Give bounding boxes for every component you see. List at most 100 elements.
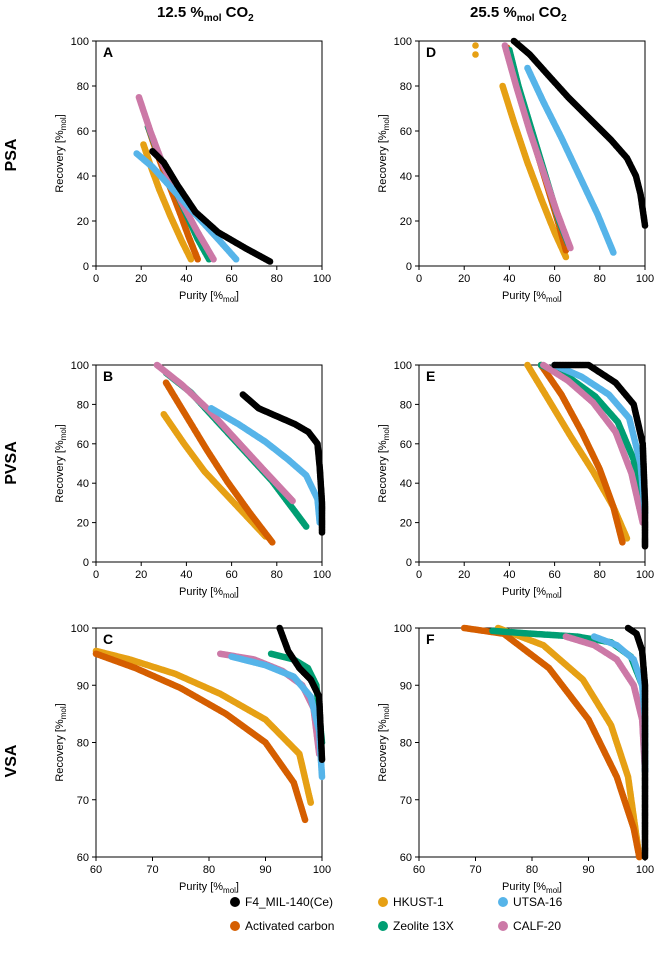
panel-letter-d: D bbox=[426, 44, 436, 60]
legend-marker bbox=[498, 897, 508, 907]
x-tick-label: 20 bbox=[135, 569, 147, 581]
series-f4-mil-140-ce bbox=[510, 37, 649, 229]
legend-item-utsa16: UTSA-16 bbox=[498, 895, 562, 909]
plot-frame bbox=[418, 627, 646, 858]
y-axis-label: Recovery [%mol] bbox=[377, 114, 391, 192]
y-tick-label: 100 bbox=[394, 623, 412, 635]
x-axis-label: Purity [%mol] bbox=[179, 586, 239, 600]
plot-frame bbox=[95, 40, 323, 267]
y-tick-label: 80 bbox=[77, 738, 89, 750]
x-tick-label: 60 bbox=[413, 864, 425, 876]
x-tick-label: 90 bbox=[582, 864, 594, 876]
data-point bbox=[232, 255, 240, 263]
x-tick-label: 40 bbox=[180, 569, 192, 581]
data-point bbox=[567, 244, 574, 252]
y-tick-label: 0 bbox=[406, 261, 412, 273]
y-tick-label: 20 bbox=[77, 518, 89, 530]
x-tick-label: 70 bbox=[469, 864, 481, 876]
x-tick-label: 0 bbox=[416, 273, 422, 285]
legend-marker bbox=[230, 897, 240, 907]
y-tick-label: 100 bbox=[71, 360, 89, 372]
x-tick-label: 80 bbox=[271, 273, 283, 285]
panel-letter-b: B bbox=[103, 368, 113, 384]
plot-frame bbox=[418, 40, 646, 267]
y-tick-label: 40 bbox=[400, 171, 412, 183]
y-axis-label: Recovery [%mol] bbox=[54, 424, 68, 502]
y-tick-label: 0 bbox=[83, 557, 89, 569]
x-tick-label: 0 bbox=[93, 273, 99, 285]
y-tick-label: 60 bbox=[77, 126, 89, 138]
x-tick-label: 0 bbox=[416, 569, 422, 581]
data-point bbox=[268, 539, 276, 546]
legend-item-zeolite13x: Zeolite 13X bbox=[378, 919, 454, 933]
y-tick-label: 40 bbox=[77, 478, 89, 490]
x-tick-label: 20 bbox=[458, 273, 470, 285]
y-tick-label: 100 bbox=[394, 36, 412, 48]
series-utsa-16 bbox=[524, 64, 617, 256]
x-tick-label: 20 bbox=[135, 273, 147, 285]
x-tick-label: 40 bbox=[503, 569, 515, 581]
series-calf-20 bbox=[153, 361, 296, 505]
y-tick-label: 60 bbox=[400, 852, 412, 864]
y-tick-label: 80 bbox=[77, 81, 89, 93]
legend-item-f4-mil140: F4_MIL-140(Ce) bbox=[230, 895, 333, 909]
y-tick-label: 70 bbox=[400, 795, 412, 807]
panel-letter-c: C bbox=[103, 631, 113, 647]
x-tick-label: 100 bbox=[313, 569, 331, 581]
data-point bbox=[302, 523, 310, 530]
y-tick-label: 0 bbox=[83, 261, 89, 273]
column-title-right: 25.5 %mol CO2 bbox=[470, 4, 567, 24]
y-tick-label: 20 bbox=[400, 518, 412, 530]
legend: F4_MIL-140(Ce) HKUST-1 UTSA-16 Activated… bbox=[230, 895, 660, 945]
series-hkust-1-isolated bbox=[472, 42, 479, 58]
y-tick-label: 60 bbox=[400, 126, 412, 138]
y-tick-label: 20 bbox=[77, 216, 89, 228]
data-point bbox=[307, 799, 315, 806]
data-point bbox=[636, 853, 643, 861]
y-axis-label: Recovery [%mol] bbox=[377, 424, 391, 502]
y-tick-label: 40 bbox=[400, 478, 412, 490]
data-point bbox=[266, 258, 274, 265]
x-tick-label: 70 bbox=[146, 864, 158, 876]
x-tick-label: 80 bbox=[203, 864, 215, 876]
data-point bbox=[289, 497, 296, 505]
panel-letter-a: A bbox=[103, 44, 113, 60]
x-tick-label: 40 bbox=[503, 273, 515, 285]
legend-marker bbox=[498, 921, 508, 931]
x-tick-label: 100 bbox=[636, 273, 654, 285]
y-tick-label: 100 bbox=[394, 360, 412, 372]
series-hkust-1 bbox=[140, 141, 195, 263]
x-tick-label: 80 bbox=[271, 569, 283, 581]
x-tick-label: 80 bbox=[594, 273, 606, 285]
y-tick-label: 40 bbox=[77, 171, 89, 183]
y-tick-label: 80 bbox=[400, 81, 412, 93]
y-tick-label: 100 bbox=[71, 623, 89, 635]
x-tick-label: 20 bbox=[458, 569, 470, 581]
data-point bbox=[318, 773, 326, 781]
y-tick-label: 60 bbox=[77, 439, 89, 451]
x-tick-label: 60 bbox=[225, 569, 237, 581]
series-f4-mil-140-ce bbox=[239, 391, 326, 536]
data-point bbox=[610, 249, 617, 256]
series-f4-mil-140-ce bbox=[149, 147, 274, 265]
y-tick-label: 100 bbox=[71, 36, 89, 48]
data-point bbox=[318, 756, 326, 763]
x-tick-label: 100 bbox=[636, 569, 654, 581]
y-tick-label: 70 bbox=[77, 795, 89, 807]
x-tick-label: 60 bbox=[90, 864, 102, 876]
y-tick-label: 80 bbox=[77, 399, 89, 411]
x-axis-label: Purity [%mol] bbox=[502, 881, 562, 895]
y-tick-label: 80 bbox=[400, 399, 412, 411]
y-tick-label: 20 bbox=[400, 216, 412, 228]
x-axis-label: Purity [%mol] bbox=[502, 586, 562, 600]
y-tick-label: 60 bbox=[77, 852, 89, 864]
series-calf-20 bbox=[501, 42, 574, 252]
data-point bbox=[562, 253, 570, 261]
x-tick-label: 100 bbox=[636, 864, 654, 876]
x-tick-label: 100 bbox=[313, 273, 331, 285]
panel-letter-e: E bbox=[426, 368, 435, 384]
series-activated-carbon bbox=[92, 650, 309, 824]
y-tick-label: 80 bbox=[400, 738, 412, 750]
